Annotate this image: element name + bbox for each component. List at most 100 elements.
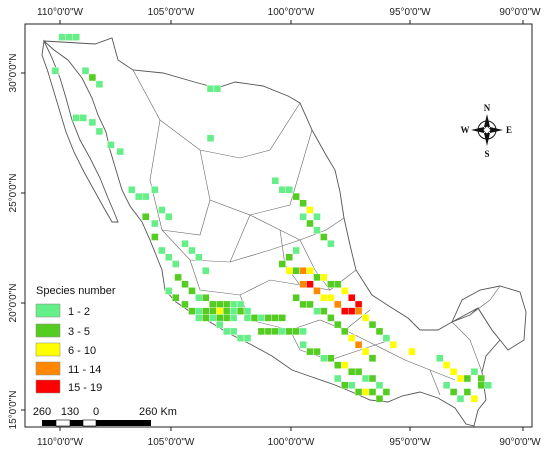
grid-cell [236,307,245,315]
grid-cell [181,239,189,248]
grid-cell [188,246,196,255]
grid-cell [188,307,196,315]
grid-cell [334,361,342,369]
grid-cell [65,33,74,41]
grid-cell [348,368,356,376]
grid-cell [449,368,458,376]
compass-south-point [484,133,490,146]
grid-cell [484,381,492,389]
grid-cell [470,368,479,376]
grid-cell [202,294,210,302]
grid-cell [313,307,321,315]
grid-cell [278,186,286,194]
species-grid-cells [51,33,492,403]
grid-cell [299,280,307,288]
grid-cell [58,33,66,41]
grid-cell [327,294,335,302]
grid-cell [382,334,391,342]
left-tick-label: 15°0'0"N [8,391,19,430]
grid-cell [292,267,300,275]
grid-cell [382,388,391,396]
grid-cell [158,246,166,255]
grid-cell [188,287,196,295]
top-tick-label: 110°0'0"W [37,7,84,18]
compass-west-point [471,127,484,133]
grid-cell [278,260,286,268]
grid-cell [368,374,377,383]
grid-cell [341,327,349,336]
grid-cell [368,388,377,396]
grid-cell [292,192,300,201]
top-tick-label: 95°0'0"W [389,7,431,18]
grid-cell [264,314,273,322]
grid-cell [327,239,335,248]
grid-cell [134,192,143,201]
grid-cell [354,341,363,349]
grid-cell [202,314,210,322]
grid-cell [165,213,173,221]
grid-cell [151,219,159,228]
grid-cell [327,314,335,322]
grid-cell [334,374,342,383]
left-tick-label: 20°0'0"N [8,284,19,323]
grid-cell [341,307,349,315]
grid-cell [72,114,80,122]
grid-cell [202,307,210,315]
compass-north-point [484,114,490,127]
grid-cell [313,287,321,295]
bottom-tick-label: 90°0'0"W [499,437,541,448]
top-tick-label: 90°0'0"W [499,7,541,18]
grid-cell [361,388,370,396]
grid-cell [348,381,356,389]
grid-cell [229,307,238,315]
grid-cell [306,206,314,214]
grid-cell [306,280,314,288]
grid-cell [348,307,356,315]
grid-cell [264,327,273,336]
grid-cell [348,294,356,302]
scale-segment [55,419,71,427]
grid-cell [222,314,231,322]
grid-cell [375,395,384,403]
grid-cell [354,300,363,309]
grid-cell [72,33,80,41]
legend-label: 6 - 10 [68,345,96,357]
grid-cell [361,314,370,322]
grid-cell [206,84,215,93]
grid-cell [442,381,451,389]
grid-cell [285,253,293,261]
legend-swatch [35,361,61,376]
grid-cell [341,361,349,369]
compass-east-point [490,127,503,133]
grid-cell [79,114,87,122]
grid-cell [95,127,104,136]
grid-cell [470,395,479,403]
grid-cell [243,314,252,322]
grid-cell [181,280,189,288]
grid-cell [209,300,217,309]
grid-cell [107,141,115,149]
grid-cell [206,134,215,142]
grid-cell [463,374,472,383]
grid-cell [202,267,210,275]
grid-cell [151,233,159,241]
legend-label: 15 - 19 [68,382,102,394]
grid-cell [299,199,307,208]
grid-cell [213,84,222,93]
grid-cell [368,354,377,362]
grid-cell [181,300,189,309]
grid-cell [229,327,238,336]
compass-label-s: S [484,149,489,159]
grid-cell [215,300,224,309]
grid-cell [141,213,150,221]
legend-item: 6 - 10 [35,342,96,357]
grid-cell [368,320,377,329]
scale-segment [42,420,56,426]
legend-item: 11 - 14 [35,361,101,376]
grid-cell [229,300,238,309]
grid-cell [334,300,342,309]
legend-title: Species number [36,285,116,297]
grid-cell [334,320,342,329]
grid-cell [278,314,286,322]
compass-label-e: E [506,125,512,135]
